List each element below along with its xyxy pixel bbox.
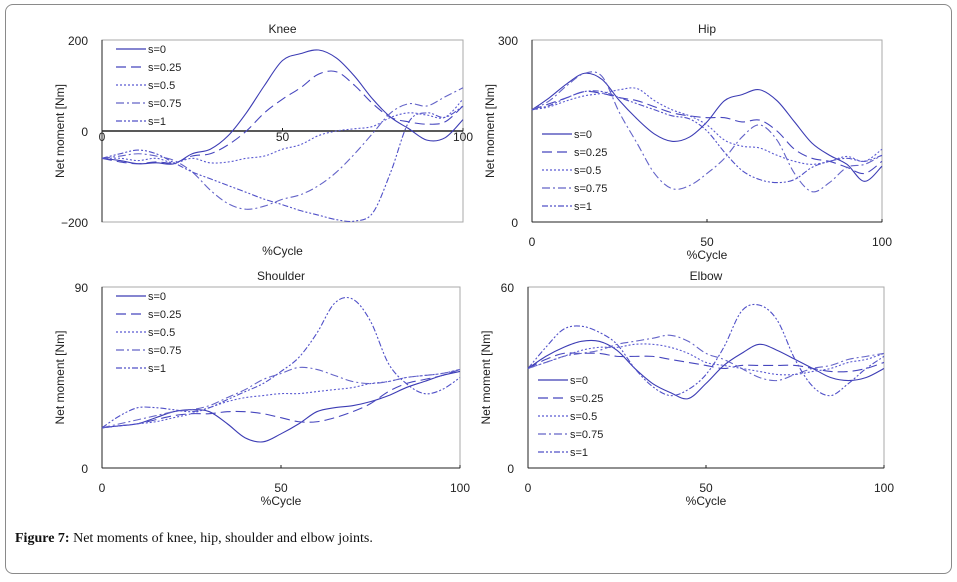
y-tick-label: 0 — [81, 462, 88, 476]
series-line-s=0.25 — [101, 368, 461, 429]
x-tick-label: 0 — [99, 481, 106, 495]
legend-entry: s=0.25 — [570, 393, 603, 405]
legend-entry: s=0 — [574, 129, 592, 141]
series-line-s=0.5 — [527, 343, 885, 376]
chart-title: Knee — [268, 22, 296, 36]
x-axis-label: %Cycle — [686, 494, 727, 508]
x-axis-label: %Cycle — [261, 494, 302, 508]
series-line-s=0.75 — [527, 334, 885, 382]
y-axis-label: Net moment [Nm] — [53, 330, 67, 424]
chart-title: Elbow — [690, 269, 723, 283]
series-line-s=0.25 — [101, 70, 464, 165]
y-tick-label: 90 — [75, 281, 89, 295]
series-line-s=0.5 — [101, 98, 464, 164]
legend-entry: s=0.25 — [148, 62, 181, 74]
chart-title: Shoulder — [257, 269, 305, 283]
y-tick-label: 0 — [507, 462, 514, 476]
x-tick-label: 100 — [872, 235, 892, 249]
legend-entry: s=0 — [148, 44, 166, 56]
caption-text: Net moments of knee, hip, shoulder and e… — [69, 531, 373, 546]
y-tick-label: 0 — [81, 125, 88, 139]
x-tick-label: 50 — [274, 481, 288, 495]
plot-area — [531, 39, 883, 223]
series-line-s=1 — [101, 105, 464, 223]
x-tick-label: 100 — [874, 481, 894, 495]
figure-frame — [5, 4, 952, 574]
series-line-s=0.75 — [101, 87, 464, 210]
chart-knee: Knee 0 50 100 −200 0 200 %Cycle Net moment [Nm] s… — [53, 22, 473, 258]
y-tick-label: −200 — [61, 216, 88, 230]
series-line-s=0 — [527, 339, 885, 400]
legend-entry: s=1 — [148, 363, 166, 375]
legend-entry: s=0.25 — [148, 309, 181, 321]
legend-entry: s=0.25 — [574, 147, 607, 159]
y-axis-label: Net moment [Nm] — [53, 84, 67, 178]
legend-entry: s=0.5 — [148, 327, 175, 339]
figure-caption: Figure 7: Net moments of knee, hip, shou… — [15, 531, 373, 547]
legend-entry: s=0.5 — [574, 165, 601, 177]
y-tick-label: 200 — [68, 34, 88, 48]
chart-elbow: Elbow 0 50 100 0 60 %Cycle Net moment [Nm] s=0 s=… — [479, 269, 894, 508]
series-line-s=1 — [101, 296, 461, 429]
x-tick-label: 100 — [450, 481, 470, 495]
plot-area — [527, 286, 885, 469]
caption-label: Figure 7: — [15, 531, 70, 546]
y-axis-label: Net moment [Nm] — [483, 84, 497, 178]
series-line-s=1 — [527, 303, 885, 397]
legend-entry: s=0.5 — [570, 411, 597, 423]
legend-entry: s=0.75 — [148, 98, 181, 110]
legend-entry: s=1 — [574, 201, 592, 213]
legend-entry: s=0 — [148, 291, 166, 303]
x-tick-label: 50 — [700, 235, 714, 249]
legend-entry: s=0.5 — [148, 80, 175, 92]
legend-entry: s=0 — [570, 375, 588, 387]
x-tick-label: 50 — [699, 481, 713, 495]
series-line-s=0 — [101, 49, 464, 165]
series-line-s=0.75 — [101, 366, 461, 429]
x-tick-label: 50 — [276, 130, 290, 144]
legend-entry: s=1 — [148, 116, 166, 128]
x-tick-label: 0 — [525, 481, 532, 495]
series-line-s=1 — [531, 90, 883, 184]
y-tick-label: 300 — [498, 34, 518, 48]
x-tick-label: 100 — [453, 130, 473, 144]
x-axis-label: %Cycle — [262, 244, 303, 258]
x-tick-label: 0 — [529, 235, 536, 249]
y-tick-label: 60 — [501, 281, 515, 295]
legend-entry: s=0.75 — [574, 183, 607, 195]
x-tick-label: 0 — [99, 130, 106, 144]
y-tick-label: 0 — [511, 216, 518, 230]
legend-entry: s=0.75 — [148, 345, 181, 357]
chart-hip: Hip 0 50 100 0 300 %Cycle Net moment [Nm] s=0 s=0… — [483, 22, 892, 262]
legend-entry: s=1 — [570, 447, 588, 459]
legend-entry: s=0.75 — [570, 429, 603, 441]
series-line-s=0.25 — [527, 352, 885, 373]
series-line-s=0 — [531, 72, 883, 182]
x-axis-label: %Cycle — [687, 248, 728, 262]
series-line-s=0.75 — [531, 71, 883, 193]
chart-title: Hip — [698, 22, 716, 36]
y-axis-label: Net moment [Nm] — [479, 330, 493, 424]
series-line-s=0 — [101, 370, 461, 443]
chart-shoulder: Shoulder 0 50 100 0 90 %Cycle Net moment [Nm] s=… — [53, 269, 470, 508]
